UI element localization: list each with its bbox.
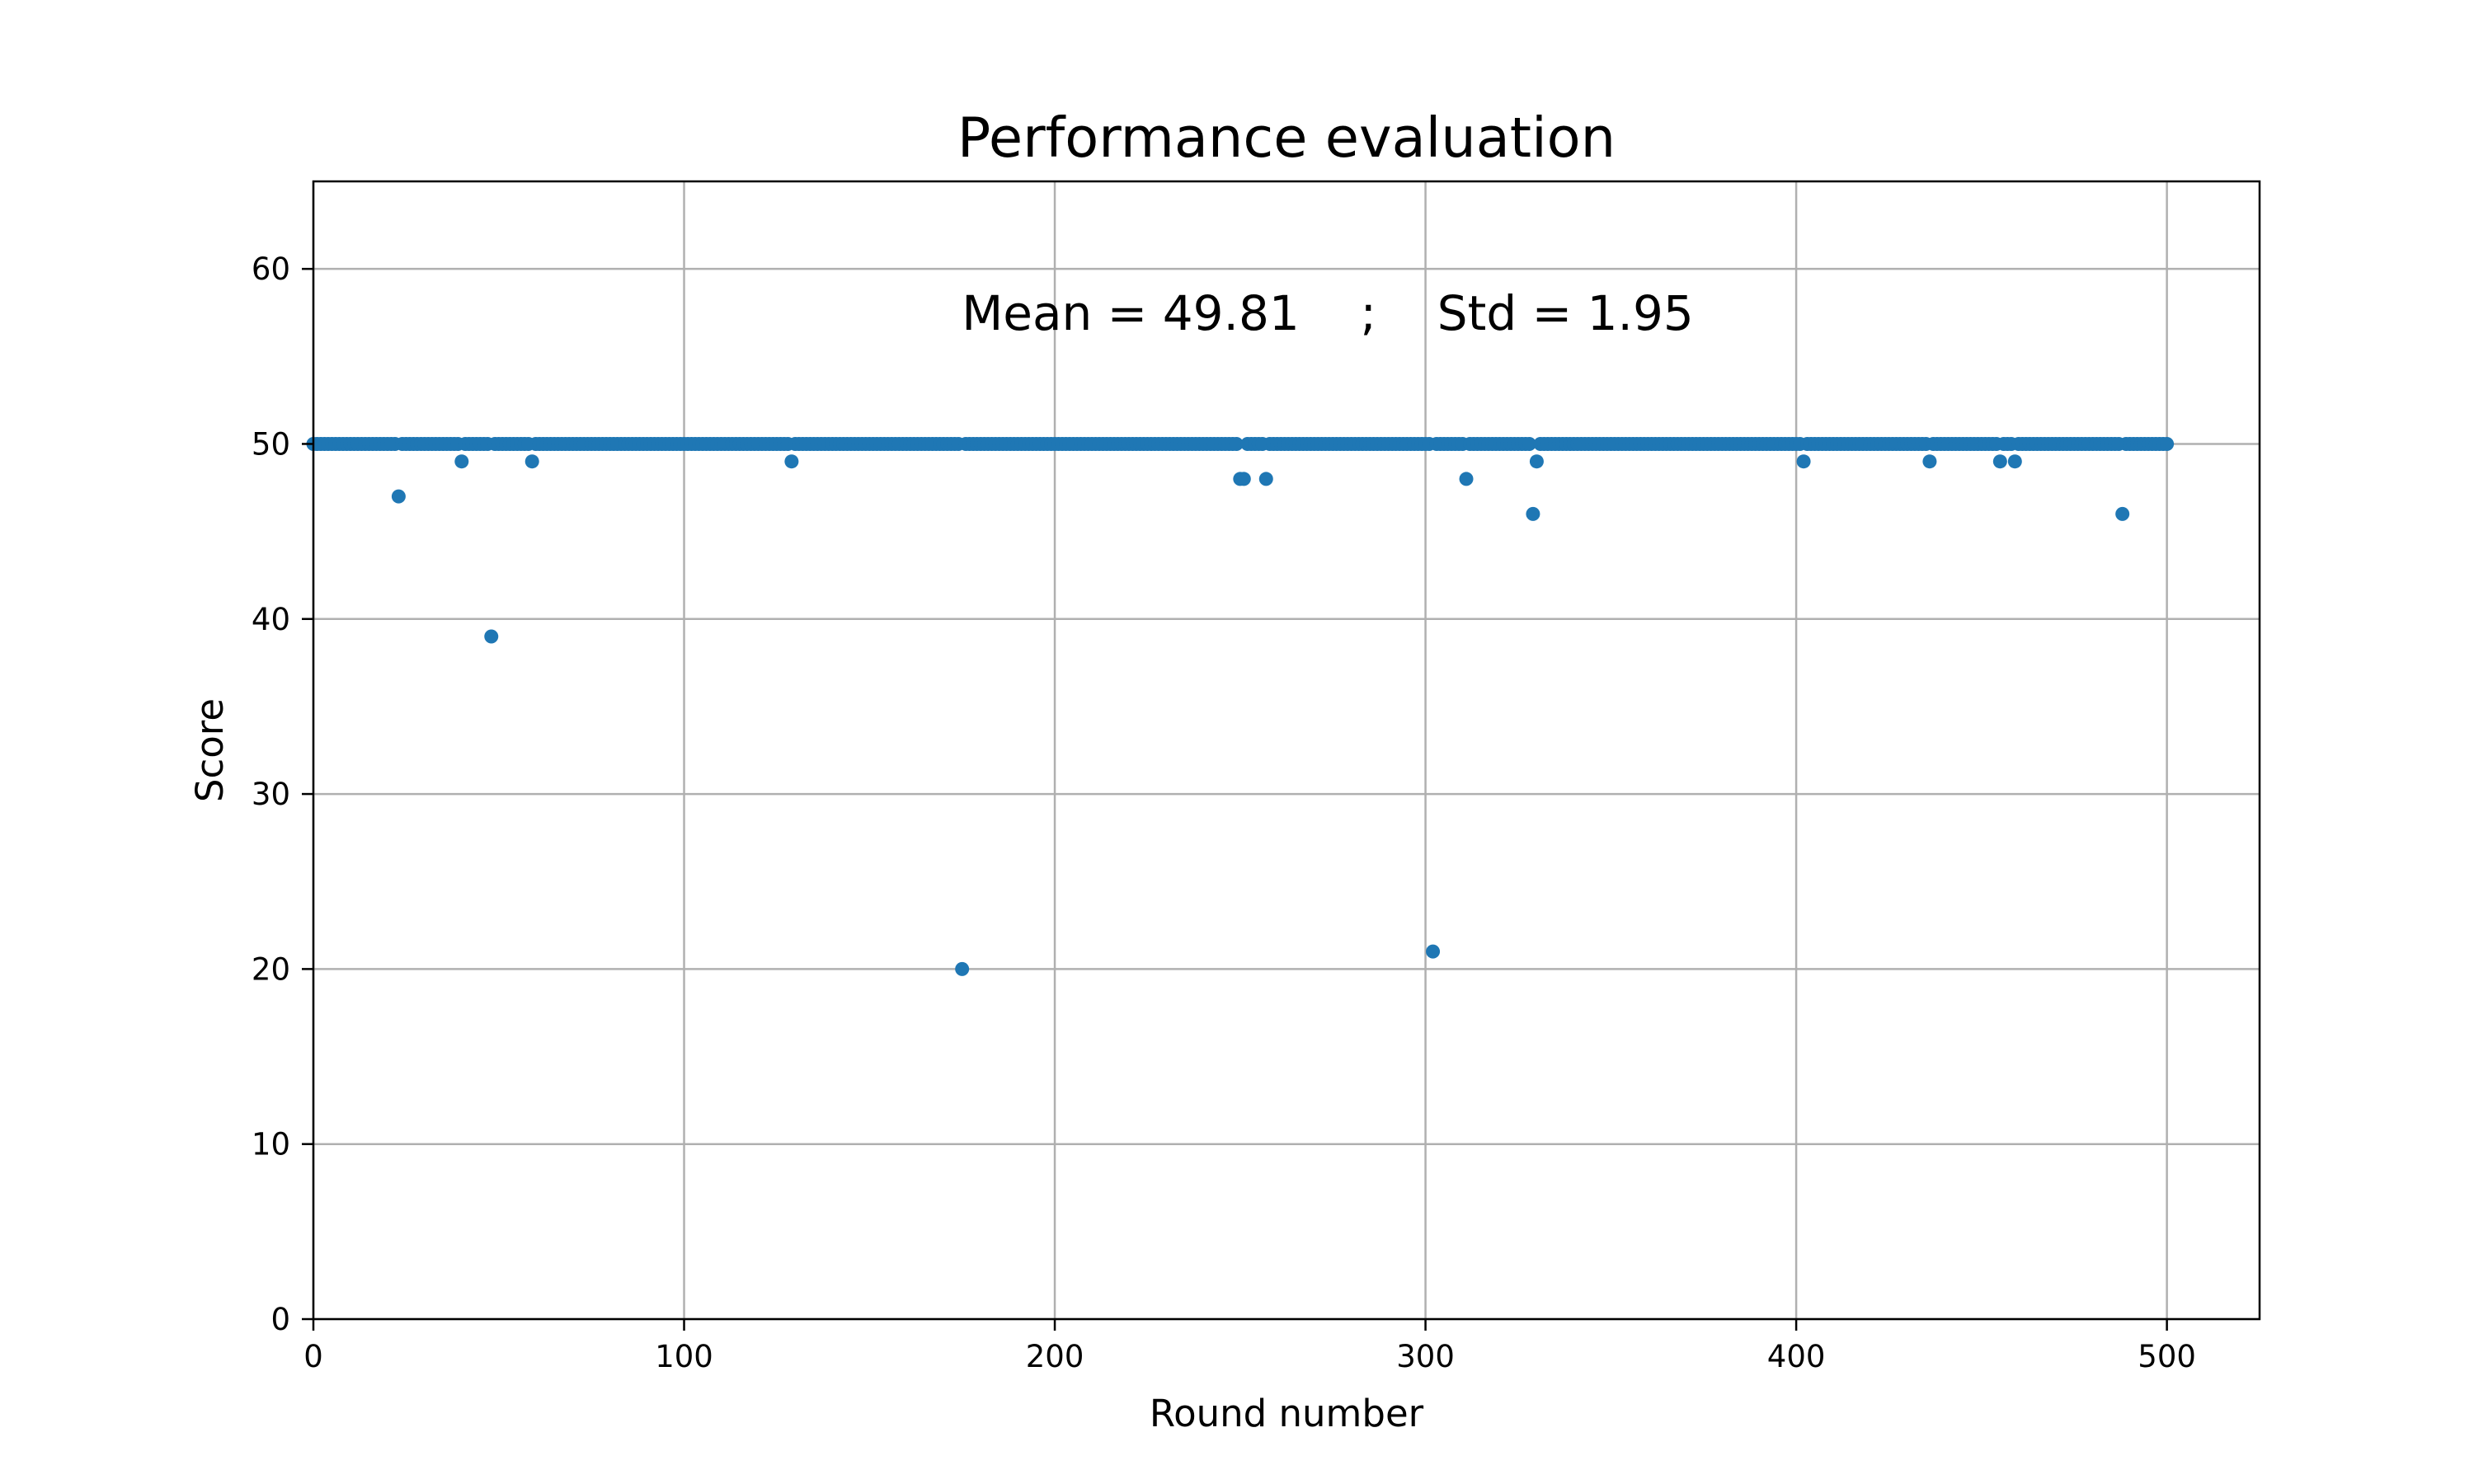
data-point [1229, 436, 1244, 451]
y-axis-label: Score [188, 698, 232, 802]
data-point [484, 629, 499, 644]
data-point [1258, 472, 1273, 486]
y-tick-label: 0 [270, 1302, 290, 1337]
data-point [955, 961, 970, 976]
data-point [1236, 472, 1251, 486]
data-point [1522, 436, 1536, 451]
x-tick-label: 100 [655, 1339, 713, 1374]
y-tick-label: 10 [252, 1127, 290, 1162]
data-point [1529, 454, 1544, 469]
x-axis-label: Round number [1150, 1392, 1424, 1435]
data-point [1922, 454, 1937, 469]
data-points [306, 436, 2175, 976]
data-point [784, 454, 799, 469]
x-tick-label: 200 [1026, 1339, 1084, 1374]
y-tick-label: 60 [252, 251, 290, 287]
x-tick-label: 0 [303, 1339, 323, 1374]
data-point [2115, 506, 2130, 521]
y-tick-label: 20 [252, 951, 290, 987]
x-tick-label: 300 [1396, 1339, 1455, 1374]
data-point [1459, 472, 1474, 486]
data-point [2160, 436, 2175, 451]
data-point [454, 454, 469, 469]
stats-annotation: Mean = 49.81 ; Std = 1.95 [962, 285, 1694, 341]
y-tick-label: 50 [252, 426, 290, 462]
data-point [1426, 944, 1441, 959]
data-point [524, 454, 539, 469]
x-tick-label: 400 [1767, 1339, 1826, 1374]
data-point [391, 489, 406, 504]
x-tick-label: 500 [2138, 1339, 2196, 1374]
data-point [2007, 454, 2022, 469]
data-point [1992, 454, 2007, 469]
data-point [1526, 506, 1540, 521]
y-tick-label: 30 [252, 777, 290, 812]
chart-title: Performance evaluation [957, 106, 1616, 170]
axis-ticks: 0 100 200 300 400 500 0 10 20 30 40 50 60 [252, 251, 2196, 1374]
data-point [1796, 454, 1811, 469]
plot-frame [312, 180, 2261, 1321]
y-tick-label: 40 [252, 602, 290, 637]
